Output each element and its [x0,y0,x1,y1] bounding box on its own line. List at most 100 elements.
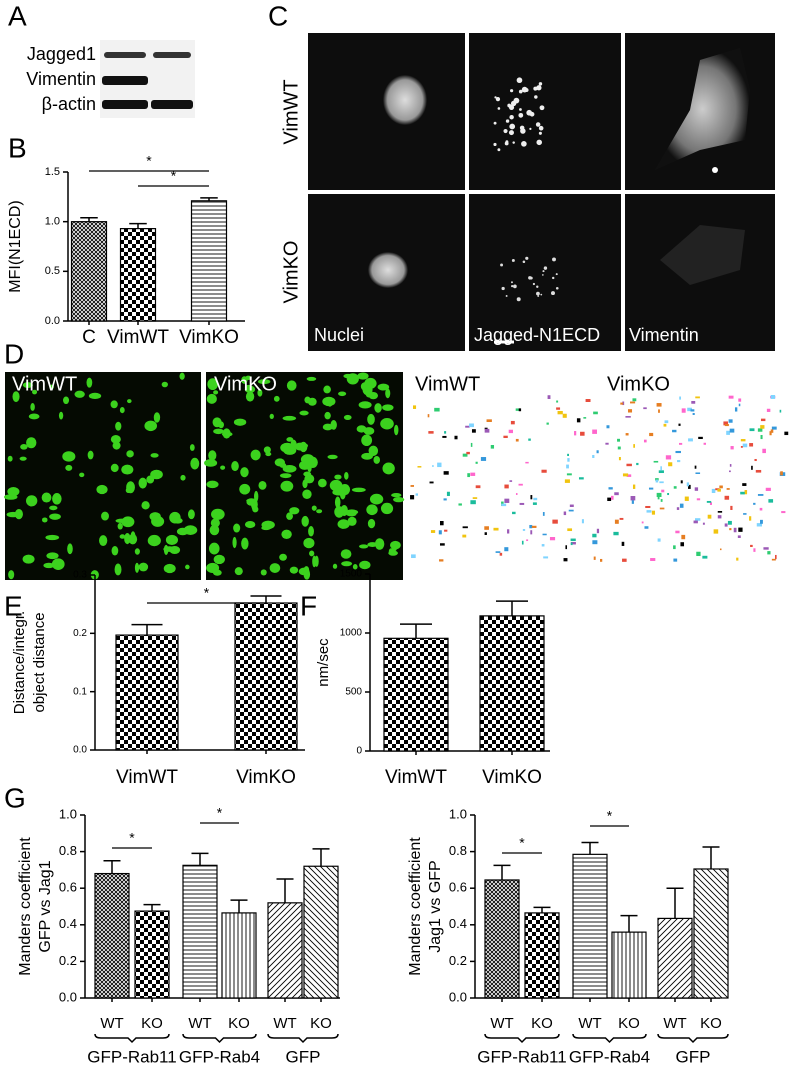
vesicle [356,425,367,433]
track [585,399,591,403]
vesicle [41,492,52,503]
track [563,511,567,516]
vesicle [208,450,217,461]
vesicle [245,391,255,402]
track [592,540,598,545]
track [484,526,489,530]
track [676,507,680,510]
track [596,528,600,534]
speck [534,95,538,99]
track [651,510,656,515]
track [636,462,639,466]
vesicle [206,480,219,489]
track [439,559,444,562]
track [484,427,488,430]
track [660,499,663,502]
track [493,527,499,531]
speck [538,82,543,86]
track [713,529,719,534]
track [737,535,741,538]
vesicle [340,505,348,517]
vesicle [220,465,226,470]
track [692,413,695,415]
track [729,428,735,433]
blot-band [102,100,148,109]
group-label: GFP-Rab11 [477,1047,566,1065]
vesicle [14,508,23,520]
track [501,503,507,507]
y-tick-label: 0.8 [449,843,467,858]
blot-band [104,52,146,58]
track [675,450,681,454]
vesicle [304,396,311,404]
tracking-images: VimWT VimKO VimWT VimKO [4,372,789,580]
vesicle [269,413,274,419]
y-axis-label: Distance/integr. [11,611,28,714]
vesicle [150,469,163,480]
track [768,499,774,503]
vesicle [110,400,118,409]
track [727,520,732,525]
vesicle [32,389,38,395]
speck [537,295,540,297]
vesicle [380,418,394,430]
track [749,443,754,447]
track [528,438,531,441]
track [765,487,771,491]
vesicle [265,452,272,457]
vesicle [163,546,176,552]
vesicle [306,376,317,381]
track [606,425,610,429]
x-tick-label: WT [188,1015,211,1032]
track [675,530,680,534]
y-axis-label: Manders coefficient [407,837,424,976]
x-tick-label: VimKO [236,767,296,788]
vesicle [99,535,108,547]
x-tick-label: WT [663,1015,686,1032]
vesicle [26,437,37,449]
track [611,495,614,500]
speck [495,97,501,102]
vesicle [343,414,352,420]
vesicle [334,496,341,509]
vesicle [358,401,372,409]
track [580,431,585,436]
vesicle [138,562,149,572]
track [630,401,636,404]
speck [493,142,497,147]
track [429,481,434,484]
y-tick-label: 0.1 [73,686,87,697]
track [681,534,686,540]
bar [572,853,608,999]
y-tick-label: 0.4 [449,916,467,931]
speck [538,125,544,131]
speck [529,127,532,130]
track [462,534,467,538]
vesicle [241,537,249,550]
track [625,433,629,436]
x-tick-label: KO [310,1015,332,1032]
track [723,421,728,426]
track [567,458,570,462]
vesicle [250,449,261,461]
track [667,492,670,496]
track [444,529,448,532]
group-brace [484,1033,560,1044]
track [688,438,693,442]
speck [505,294,508,297]
track [694,465,697,469]
vesicle [8,570,15,580]
vesicle [58,411,64,420]
y-tick-label: 0.0 [45,315,60,327]
vesicle [7,455,13,462]
vesicle [322,423,333,431]
track [729,464,732,467]
track [466,451,470,455]
track [760,425,765,429]
vesicle [126,450,134,458]
y-tick-label: 1.0 [45,216,60,228]
bar-chart: 0.0 0.1 0.2 0.3 Distance/integr. object dista… [11,570,305,788]
vesicle [316,509,323,514]
track [605,442,609,445]
speck [501,286,505,291]
